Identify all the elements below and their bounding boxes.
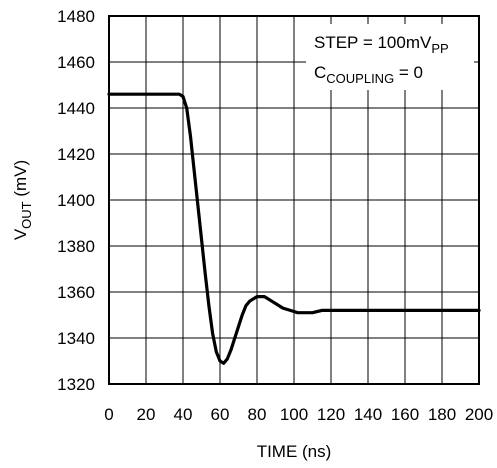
x-tick-label: 80 <box>248 405 267 424</box>
y-tick-label: 1440 <box>57 99 95 118</box>
x-tick-label: 200 <box>465 405 493 424</box>
annotation-step-sub: PP <box>431 41 448 56</box>
y-tick-label: 1360 <box>57 283 95 302</box>
y-tick-labels: 1320 1340 1360 1380 1400 1420 1440 1460 1480 <box>57 7 95 394</box>
x-tick-label: 60 <box>211 405 230 424</box>
annotation-coupling-tail: = 0 <box>394 63 423 82</box>
annotation-step-main: STEP = 100mV <box>314 33 432 52</box>
annotation-coupling-sub: COUPLING <box>326 71 394 86</box>
y-tick-label: 1460 <box>57 53 95 72</box>
x-tick-label: 40 <box>174 405 193 424</box>
plot-frame <box>108 15 480 385</box>
x-tick-label: 160 <box>391 405 419 424</box>
series-line <box>107 92 481 365</box>
x-axis-label: TIME (ns) <box>257 442 332 461</box>
x-tick-label: 20 <box>137 405 156 424</box>
annotation-coupling-main: C <box>314 63 326 82</box>
x-tick-label: 140 <box>354 405 382 424</box>
y-tick-label: 1420 <box>57 145 95 164</box>
y-axis-label-main: V <box>11 228 30 240</box>
y-tick-label: 1320 <box>57 375 95 394</box>
y-tick-label: 1400 <box>57 191 95 210</box>
x-tick-labels: 0 20 40 60 80 100 120 140 160 180 200 <box>104 405 493 424</box>
y-tick-label: 1480 <box>57 7 95 26</box>
x-tick-label: 0 <box>104 405 113 424</box>
x-tick-label: 180 <box>428 405 456 424</box>
y-axis-label-sub: OUT <box>19 201 34 229</box>
y-tick-label: 1380 <box>57 237 95 256</box>
x-tick-label: 120 <box>317 405 345 424</box>
series-layer <box>107 92 481 365</box>
y-axis-label: VOUT (mV) <box>11 160 34 240</box>
annotation-coupling: CCOUPLING = 0 <box>314 63 423 86</box>
y-tick-label: 1340 <box>57 329 95 348</box>
annotation-background <box>306 24 474 90</box>
y-axis-label-unit: (mV) <box>11 160 30 202</box>
x-tick-label: 100 <box>280 405 308 424</box>
annotation: STEP = 100mVPP CCOUPLING = 0 <box>306 24 474 90</box>
annotation-step: STEP = 100mVPP <box>314 33 449 56</box>
